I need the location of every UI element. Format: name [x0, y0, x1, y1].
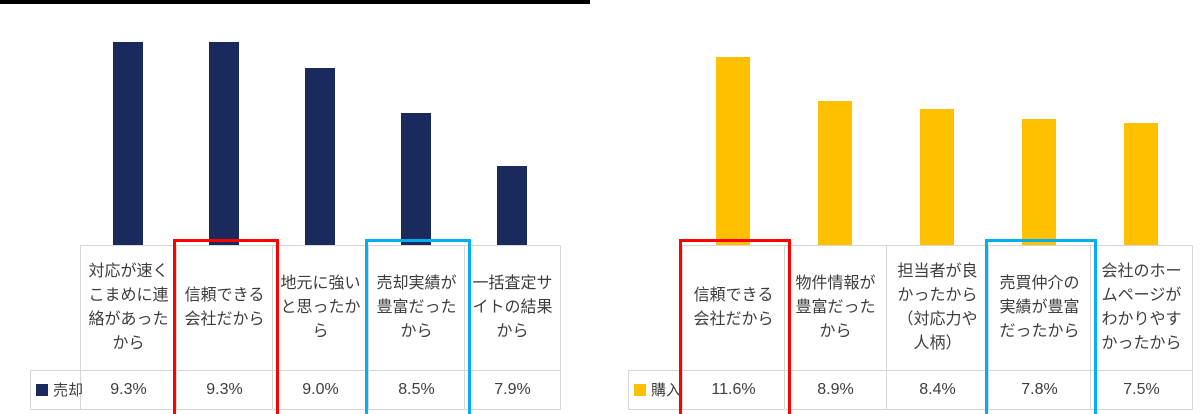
value-cell: 7.9% — [464, 369, 561, 410]
value-cell: 8.4% — [886, 369, 989, 410]
value-cell: 8.5% — [368, 369, 465, 410]
category-label: 一括査定サイトの結果から — [464, 245, 561, 371]
bar — [497, 166, 527, 245]
bar — [113, 42, 143, 245]
category-label: 売却実績が豊富だったから — [368, 245, 465, 371]
value-cell: 7.8% — [988, 369, 1091, 410]
value-cell: 8.9% — [784, 369, 887, 410]
bar — [209, 42, 239, 245]
legend-label-sale: 売却 — [53, 382, 84, 399]
value-cell: 7.5% — [1090, 369, 1193, 410]
bar — [401, 113, 431, 245]
category-label: 信頼できる会社だから — [176, 245, 273, 371]
purchase-category-table: 信頼できる会社だから 物件情報が豊富だったから 担当者が良かったから（対応力や人… — [628, 245, 1193, 410]
bar — [1124, 123, 1158, 245]
bar — [305, 68, 335, 245]
value-cell: 9.0% — [272, 369, 369, 410]
top-border-line — [0, 0, 590, 4]
category-label: 担当者が良かったから（対応力や人柄） — [886, 245, 989, 371]
legend-swatch-sale — [36, 384, 48, 396]
value-cell: 9.3% — [176, 369, 273, 410]
legend-purchase: 購入 — [628, 369, 683, 410]
category-label: 地元に強いと思ったから — [272, 245, 369, 371]
bar — [716, 57, 750, 245]
bar — [818, 101, 852, 245]
category-label: 物件情報が豊富だったから — [784, 245, 887, 371]
sale-category-table: 対応が速くこまめに連絡があったから 信頼できる会社だから 地元に強いと思ったから… — [30, 245, 561, 410]
category-label: 会社のホームページがわかりやすかったから — [1090, 245, 1193, 371]
bar — [920, 109, 954, 245]
table-corner-spacer — [629, 246, 683, 371]
legend-label-purchase: 購入 — [651, 382, 682, 399]
value-cell: 9.3% — [80, 369, 177, 410]
legend-swatch-purchase — [634, 384, 646, 396]
category-label: 信頼できる会社だから — [682, 245, 785, 371]
table-corner-spacer — [31, 246, 81, 371]
legend-sale: 売却 — [30, 369, 84, 410]
category-label: 売買仲介の実績が豊富だったから — [988, 245, 1091, 371]
value-cell: 11.6% — [682, 369, 785, 410]
category-label: 対応が速くこまめに連絡があったから — [80, 245, 177, 371]
bar — [1022, 119, 1056, 245]
